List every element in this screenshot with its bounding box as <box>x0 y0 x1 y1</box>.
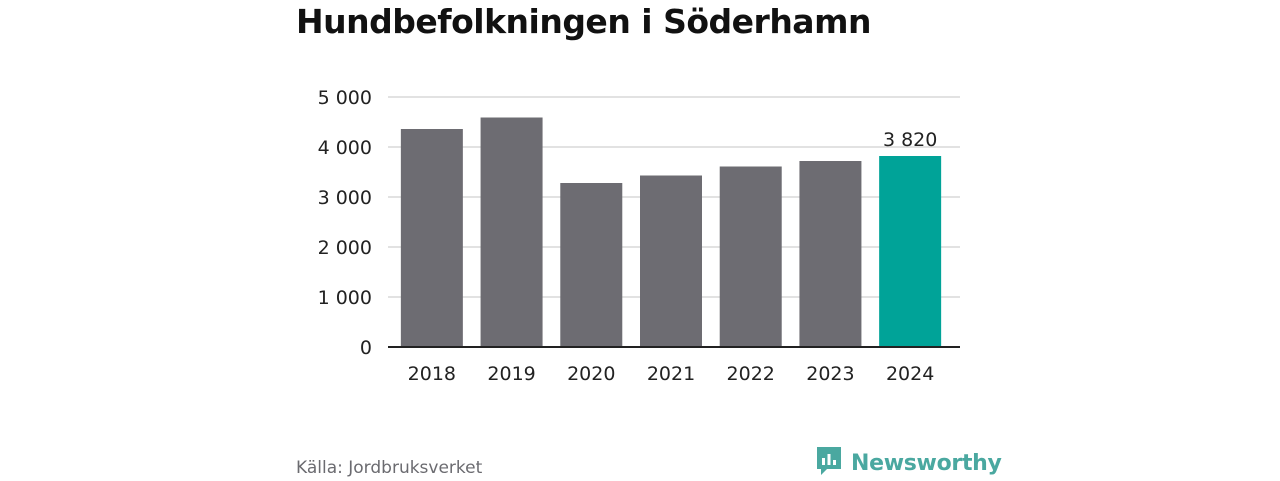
bar <box>719 166 782 347</box>
x-tick-label: 2023 <box>806 363 854 385</box>
y-tick-label: 0 <box>360 337 372 359</box>
x-tick-label: 2024 <box>886 363 934 385</box>
bar <box>640 175 702 347</box>
brand-name: Newsworthy <box>851 450 1002 476</box>
bar <box>400 129 463 347</box>
bar <box>480 117 543 347</box>
x-tick-label: 2022 <box>727 363 775 385</box>
chart-title: Hundbefolkningen i Söderhamn <box>296 2 871 41</box>
x-tick-label: 2019 <box>487 363 535 385</box>
newsworthy-logo-icon <box>815 445 843 481</box>
brand-logo[interactable]: Newsworthy <box>815 446 1002 480</box>
y-tick-label: 1 000 <box>318 287 372 309</box>
data-label: 3 820 <box>883 129 937 151</box>
bar <box>879 156 942 347</box>
bar <box>799 161 862 347</box>
y-tick-label: 4 000 <box>318 137 372 159</box>
x-tick-label: 2020 <box>567 363 615 385</box>
x-tick-label: 2018 <box>408 363 456 385</box>
y-tick-label: 3 000 <box>318 187 372 209</box>
bar <box>560 183 623 347</box>
x-tick-label: 2021 <box>647 363 695 385</box>
source-note: Källa: Jordbruksverket <box>296 458 483 478</box>
y-tick-label: 2 000 <box>318 237 372 259</box>
y-tick-label: 5 000 <box>318 87 372 109</box>
